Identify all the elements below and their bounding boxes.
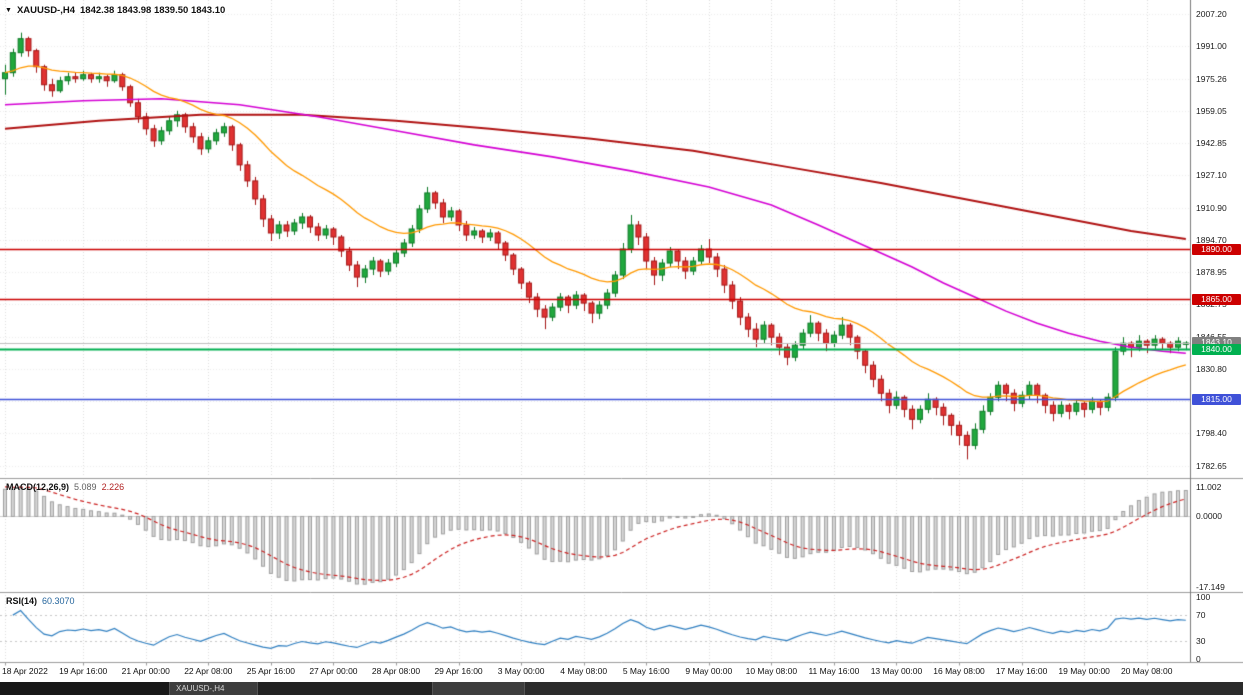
time-axis-label: 19 Apr 16:00 — [59, 666, 108, 676]
time-axis-label: 11 May 16:00 — [808, 666, 860, 676]
time-axis-label: 16 May 08:00 — [933, 666, 985, 676]
time-axis-label: 20 May 08:00 — [1120, 666, 1173, 676]
taskbar-tab[interactable] — [433, 682, 525, 695]
taskbar-filler — [525, 682, 1243, 695]
price-axis-tick: 1942.85 — [1196, 138, 1227, 149]
price-axis-tick: 1927.10 — [1196, 170, 1227, 181]
price-axis-tick: 1910.90 — [1196, 202, 1227, 213]
price-axis-tick: 1782.65 — [1196, 460, 1227, 471]
time-axis-label: 25 Apr 16:00 — [246, 666, 295, 676]
time-axis-label: 9 May 00:00 — [685, 666, 733, 676]
time-axis-label: 22 Apr 08:00 — [184, 666, 233, 676]
taskbar-tab[interactable] — [258, 682, 433, 695]
time-axis-label: 10 May 08:00 — [745, 666, 798, 676]
macd-indicator-label: MACD(12,26,9) 5.089 2.226 — [6, 482, 124, 492]
price-axis-tick: 1975.26 — [1196, 73, 1227, 84]
time-axis-label: 19 May 00:00 — [1058, 666, 1110, 676]
price-axis-tick: 1878.95 — [1196, 267, 1227, 278]
time-axis-label: 17 May 16:00 — [995, 666, 1048, 676]
macd-axis-tick: 0.0000 — [1196, 511, 1222, 522]
price-axis-tick: 1798.40 — [1196, 428, 1227, 439]
level-price-tag: 1815.00 — [1192, 393, 1241, 405]
price-axis-tick: 1991.00 — [1196, 41, 1227, 52]
bid-price-tag: 1843.10 — [1192, 337, 1241, 349]
time-axis-label: 28 Apr 08:00 — [371, 666, 421, 676]
ohlc-values: 1842.38 1843.98 1839.50 1843.10 — [80, 5, 226, 16]
rsi-value: 60.3070 — [42, 596, 75, 606]
rsi-axis-tick: 70 — [1196, 609, 1206, 620]
price-axis-tick: 1894.70 — [1196, 234, 1227, 245]
taskbar: XAUUSD-,H4 — [0, 682, 1243, 695]
macd-signal-value: 2.226 — [101, 482, 125, 492]
time-axis-label: 13 May 00:00 — [870, 666, 923, 676]
taskbar-tab[interactable] — [0, 682, 170, 695]
price-axis-tick: 1846.55 — [1196, 332, 1227, 342]
rsi-axis-tick: 100 — [1196, 592, 1211, 602]
time-axis-label: 3 May 00:00 — [497, 666, 545, 676]
rsi-name: RSI(14) — [6, 596, 38, 606]
level-price-tag: 1865.00 — [1192, 293, 1241, 305]
time-axis-label: 27 Apr 00:00 — [309, 666, 358, 676]
time-axis-label: 21 Apr 00:00 — [121, 666, 170, 676]
time-axis-label: 4 May 08:00 — [560, 666, 608, 676]
time-axis-label: 5 May 16:00 — [622, 666, 670, 676]
rsi-indicator-label: RSI(14) 60.3070 — [6, 596, 75, 606]
level-price-tag: 1840.00 — [1192, 343, 1241, 355]
macd-axis-tick: 11.002 — [1196, 482, 1222, 492]
symbol-timeframe-label: XAUUSD-,H4 — [16, 5, 75, 16]
taskbar-tab[interactable]: XAUUSD-,H4 — [170, 682, 258, 695]
time-axis-label: 18 Apr 2022 — [2, 666, 48, 676]
macd-axis-tick: -17.149 — [1196, 582, 1225, 592]
price-axis-tick: 1830.80 — [1196, 363, 1227, 374]
rsi-axis-tick: 0 — [1196, 654, 1201, 664]
price-axis-tick: 1959.05 — [1196, 105, 1227, 116]
macd-main-value: 5.089 — [74, 482, 97, 492]
macd-name: MACD(12,26,9) — [6, 482, 70, 492]
rsi-axis-tick: 30 — [1196, 636, 1206, 647]
price-axis-tick: 2007.20 — [1196, 9, 1227, 19]
time-axis-label: 29 Apr 16:00 — [434, 666, 483, 676]
level-price-tag: 1890.00 — [1192, 243, 1241, 255]
chart-menu-triangle-icon: ▼ — [5, 7, 12, 14]
chart-ohlc-readout: ▼ XAUUSD-,H4 1842.38 1843.98 1839.50 184… — [5, 5, 225, 16]
